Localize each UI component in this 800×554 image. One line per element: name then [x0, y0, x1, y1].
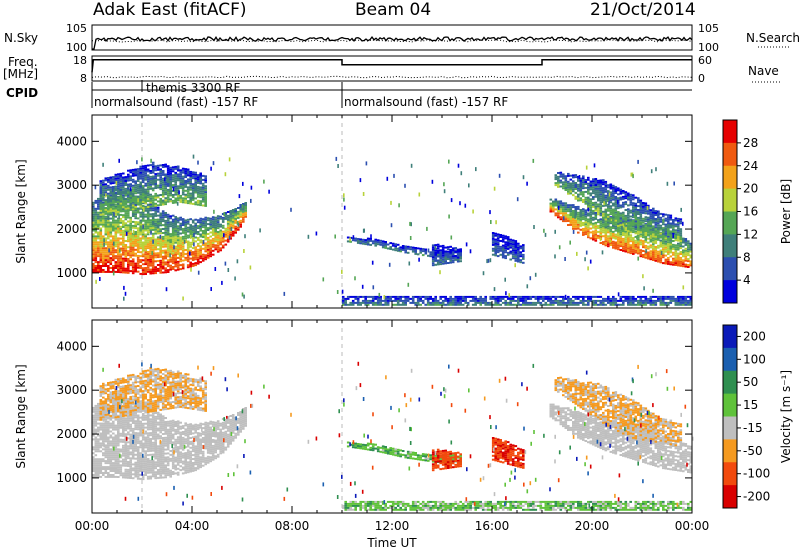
- power-ylabel: Slant Range [km]: [14, 159, 28, 263]
- xaxis-label: Time UT: [366, 536, 417, 550]
- velocity-ytick-label: 4000: [56, 339, 87, 353]
- xtick-label: 00:00: [75, 519, 110, 533]
- velocity-colorbar-tick-label: 100: [743, 352, 766, 366]
- velocity-ytick-label: 3000: [56, 383, 87, 397]
- xtick-label: 20:00: [575, 519, 610, 533]
- velocity-colorbar-cell-4: [723, 416, 737, 440]
- velocity-colorbar-tick-label: 50: [743, 375, 758, 389]
- freq-line: [91, 59, 692, 73]
- power-colorbar-tick-label: 4: [743, 273, 751, 287]
- power-echo-region-6: [554, 171, 683, 242]
- power-colorbar-tick-label: 12: [743, 227, 758, 241]
- power-ytick-label: 1000: [56, 266, 87, 280]
- power-echo-region-4: [491, 232, 525, 264]
- power-colorbar-tick-label: 24: [743, 159, 758, 173]
- velocity-ytick-label: 2000: [56, 427, 87, 441]
- velocity-ytick-label: 1000: [56, 471, 87, 485]
- station-title: Adak East (fitACF): [93, 0, 247, 20]
- noise-tick-right-low: 100: [698, 41, 719, 54]
- power-speckle-noise: [94, 154, 685, 302]
- velocity-colorbar-label: Velocity [m s⁻¹]: [779, 370, 793, 463]
- cpid-label: CPID: [6, 86, 39, 100]
- cpid-segment-0: normalsound (fast) -157 RF: [94, 95, 258, 109]
- velocity-speckle-noise: [102, 361, 694, 508]
- velocity-echo-region-7: [341, 500, 693, 511]
- velocity-colorbar-tick-label: -100: [743, 467, 770, 481]
- power-colorbar-tick-label: 20: [743, 182, 758, 196]
- date-title: 21/Oct/2014: [590, 0, 696, 20]
- noise-tick-left-low: 100: [66, 41, 87, 54]
- velocity-echo-region-1: [99, 367, 207, 421]
- freq-tick-right-low: 0: [698, 72, 705, 85]
- power-ytick-label: 3000: [56, 178, 87, 192]
- power-colorbar-cell-0: [723, 120, 737, 144]
- power-echo-region-3: [431, 243, 462, 267]
- velocity-echo-region-4: [491, 437, 525, 469]
- velocity-echo-region-3: [431, 448, 462, 472]
- power-ytick-label: 2000: [56, 222, 87, 236]
- noise-tick-right-high: 105: [698, 22, 719, 35]
- freq-tick-left-low: 8: [80, 72, 87, 85]
- freq-tick-right-high: 60: [698, 54, 712, 67]
- power-colorbar-label: Power [dB]: [779, 179, 793, 244]
- nave-label: Nave: [748, 64, 779, 78]
- noise-tick-left-high: 105: [66, 22, 87, 35]
- velocity-colorbar-cell-5: [723, 439, 737, 463]
- power-colorbar-cell-7: [723, 280, 737, 304]
- power-colorbar-tick-label: 28: [743, 136, 758, 150]
- xtick-label: 12:00: [375, 519, 410, 533]
- velocity-colorbar-tick-label: -15: [743, 421, 763, 435]
- velocity-echo-region-0: [92, 395, 247, 481]
- power-colorbar-cell-4: [723, 211, 737, 235]
- power-colorbar-cell-3: [723, 188, 737, 212]
- velocity-colorbar-tick-label: -50: [743, 444, 763, 458]
- velocity-echo-region-6: [554, 376, 683, 447]
- velocity-colorbar-cell-1: [723, 347, 737, 372]
- freq-label-line1: Freq.: [8, 55, 38, 69]
- power-colorbar-tick-label: 16: [743, 205, 758, 219]
- freq-label-line2: [MHz]: [3, 67, 39, 81]
- xtick-label: 04:00: [175, 519, 210, 533]
- velocity-colorbar-cell-2: [723, 370, 737, 395]
- xtick-label: 16:00: [475, 519, 510, 533]
- velocity-ylabel: Slant Range [km]: [14, 364, 28, 468]
- xtick-label: 08:00: [275, 519, 310, 533]
- velocity-colorbar-frame: [722, 324, 738, 509]
- nsearch-line: [91, 39, 693, 43]
- nsky-line: [92, 36, 693, 50]
- nave-line: [91, 75, 693, 79]
- velocity-colorbar-cell-3: [723, 393, 737, 417]
- power-echo-region-7: [341, 295, 693, 306]
- power-colorbar-cell-1: [723, 142, 737, 167]
- cpid-segment-1: themis 3300 RF: [146, 81, 240, 95]
- velocity-colorbar-tick-label: 15: [743, 398, 758, 412]
- power-colorbar-cell-2: [723, 165, 737, 190]
- velocity-colorbar-tick-label: 200: [743, 329, 766, 343]
- beam-title: Beam 04: [355, 0, 432, 20]
- power-echo-region-1: [99, 161, 207, 216]
- noise-panel-frame: [91, 24, 693, 51]
- cpid-segment-2: normalsound (fast) -157 RF: [344, 95, 508, 109]
- velocity-colorbar-cell-6: [723, 462, 737, 486]
- power-colorbar-tick-label: 8: [743, 250, 751, 264]
- xtick-label: 00:00: [675, 519, 710, 533]
- velocity-colorbar-cell-7: [723, 485, 737, 509]
- power-colorbar-cell-5: [723, 234, 737, 258]
- nsky-label: N.Sky: [4, 31, 39, 45]
- velocity-colorbar-tick-label: -200: [743, 490, 770, 504]
- freq-tick-left-high: 18: [73, 54, 87, 67]
- velocity-colorbar-cell-0: [723, 325, 737, 349]
- power-colorbar-cell-6: [723, 257, 737, 281]
- nsearch-label: N.Search: [746, 31, 800, 45]
- power-ytick-label: 4000: [56, 134, 87, 148]
